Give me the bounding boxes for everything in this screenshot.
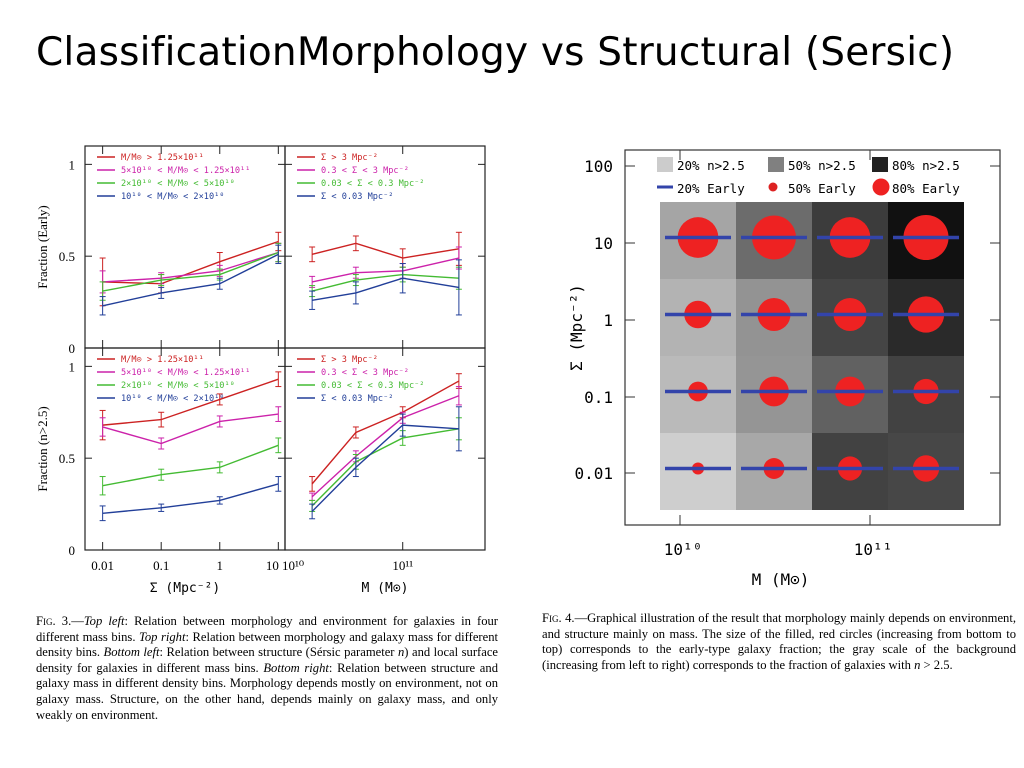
y-tick-label: 10 (594, 234, 613, 253)
x-tick-label: 10¹⁰ (664, 540, 703, 559)
legend-label: 50% Early (788, 181, 856, 196)
y-tick-label: 1 (69, 359, 76, 374)
x-tick-label: 10¹⁰ (282, 558, 304, 573)
y-tick-label: 1 (603, 311, 613, 330)
figure-3-caption: Fig. 3.—Top left: Relation between morph… (36, 614, 498, 723)
x-axis-label: M (M⊙) (362, 581, 409, 596)
legend-swatch (768, 182, 778, 192)
series-line (311, 273, 459, 292)
legend-label: M/M⊙ > 1.25×10¹¹ (121, 355, 204, 365)
legend-label: 10¹⁰ < M/M⊙ < 2×10¹⁰ (121, 394, 224, 404)
legend-label: 5×10¹⁰ < M/M⊙ < 1.25×10¹¹ (121, 166, 250, 176)
series-line (102, 251, 279, 283)
series-line (311, 257, 460, 283)
x-tick-label: 0.01 (91, 558, 114, 573)
y-axis-label: Fraction (n>2.5) (35, 406, 50, 491)
series-line (311, 424, 459, 512)
legend-label: 2×10¹⁰ < M/M⊙ < 5×10¹⁰ (121, 179, 235, 189)
series-line (102, 378, 279, 426)
legend-label: Σ < 0.03 Mpc⁻² (321, 192, 393, 202)
legend-label: Σ > 3 Mpc⁻² (321, 153, 378, 163)
legend-label: 0.03 < Σ < 0.3 Mpc⁻² (321, 179, 424, 189)
caption-text-part: Bottom left (103, 645, 160, 660)
x-tick-label: 0.1 (153, 558, 169, 573)
x-tick-label: 1 (217, 558, 224, 573)
y-tick-label: 0.5 (59, 451, 75, 466)
legend-label: 20% n>2.5 (677, 158, 745, 173)
figure-4-caption: Fig. 4.—Graphical illustration of the re… (542, 611, 1016, 673)
legend-label: 2×10¹⁰ < M/M⊙ < 5×10¹⁰ (121, 381, 235, 391)
series-line (102, 413, 279, 445)
legend-label: 80% n>2.5 (892, 158, 960, 173)
legend-label: Σ < 0.03 Mpc⁻² (321, 394, 393, 404)
panel-frame (84, 347, 286, 551)
series-line (311, 242, 459, 259)
series-line (311, 380, 460, 485)
caption-text-part: — (71, 614, 84, 628)
legend-label: 0.03 < Σ < 0.3 Mpc⁻² (321, 381, 424, 391)
x-tick-label: 10 (266, 558, 279, 573)
legend-label: 80% Early (892, 181, 960, 196)
x-axis-label: Σ (Mpc⁻²) (150, 581, 220, 596)
legend-swatch (657, 157, 673, 172)
y-tick-label: 0 (69, 341, 76, 356)
x-tick-label: 10¹¹ (392, 558, 413, 573)
caption-text-part: : Relation between morphology and galaxy… (36, 629, 498, 660)
figure-3-caption-label: Fig. 3. (36, 614, 72, 628)
y-tick-label: 0.1 (584, 388, 613, 407)
slide-title: ClassificationMorphology vs Structural (… (36, 30, 955, 75)
caption-text-part: n (398, 645, 405, 660)
caption-text-part: : Relation between structure and galaxy … (36, 660, 498, 722)
caption-text-part: > 2.5. (920, 657, 953, 672)
legend-label: 0.3 < Σ < 3 Mpc⁻² (321, 166, 409, 176)
y-tick-label: 0.5 (59, 249, 75, 264)
legend-label: 0.3 < Σ < 3 Mpc⁻² (321, 368, 409, 378)
y-tick-label: 0 (69, 543, 76, 558)
series-line (102, 253, 279, 307)
legend-swatch (872, 157, 888, 172)
legend-label: Σ > 3 Mpc⁻² (321, 355, 378, 365)
caption-text-part: : Relation between structure (Sérsic par… (159, 645, 398, 660)
x-tick-label: 10¹¹ (854, 540, 893, 559)
series-line (311, 428, 459, 507)
y-tick-label: 1 (69, 157, 76, 172)
series-line (102, 240, 279, 285)
series-line (102, 483, 279, 514)
y-axis-label: Σ (Mpc⁻²) (567, 284, 586, 371)
y-tick-label: 100 (584, 157, 613, 176)
panel-frame (284, 347, 486, 551)
series-line (102, 251, 279, 292)
legend-swatch (872, 178, 890, 196)
caption-text-part: : Relation between morphology and enviro… (36, 614, 498, 644)
caption-text-part: Top left (83, 614, 125, 628)
y-axis-label: Fraction (Early) (35, 205, 50, 288)
legend-label: 20% Early (677, 181, 745, 196)
legend-swatch (768, 157, 784, 172)
series-line (312, 277, 459, 301)
series-line (311, 395, 460, 498)
caption-text-part: ) and local surface density for galaxies… (36, 645, 498, 675)
figure-4-heatmap: 20% n>2.5 50% n>2.5 80% n>2.5 20% Early 50% … (567, 149, 1001, 589)
y-tick-label: 0.01 (574, 464, 613, 483)
figure-4-caption-label: Fig. 4. (542, 611, 575, 625)
legend-label: 50% n>2.5 (788, 158, 856, 173)
legend-label: 5×10¹⁰ < M/M⊙ < 1.25×10¹¹ (121, 368, 250, 378)
x-axis-label: M (M⊙) (752, 570, 810, 589)
panel-frame (84, 145, 286, 349)
caption-text-part: Top right (139, 629, 186, 644)
series-line (102, 444, 279, 487)
legend-label: 10¹⁰ < M/M⊙ < 2×10¹⁰ (121, 192, 224, 202)
caption-text-part: n (914, 657, 921, 672)
caption-text-part: —Graphical illustration of the result th… (542, 611, 1016, 672)
legend-label: M/M⊙ > 1.25×10¹¹ (121, 153, 204, 163)
caption-text-part: Bottom right (263, 660, 329, 675)
